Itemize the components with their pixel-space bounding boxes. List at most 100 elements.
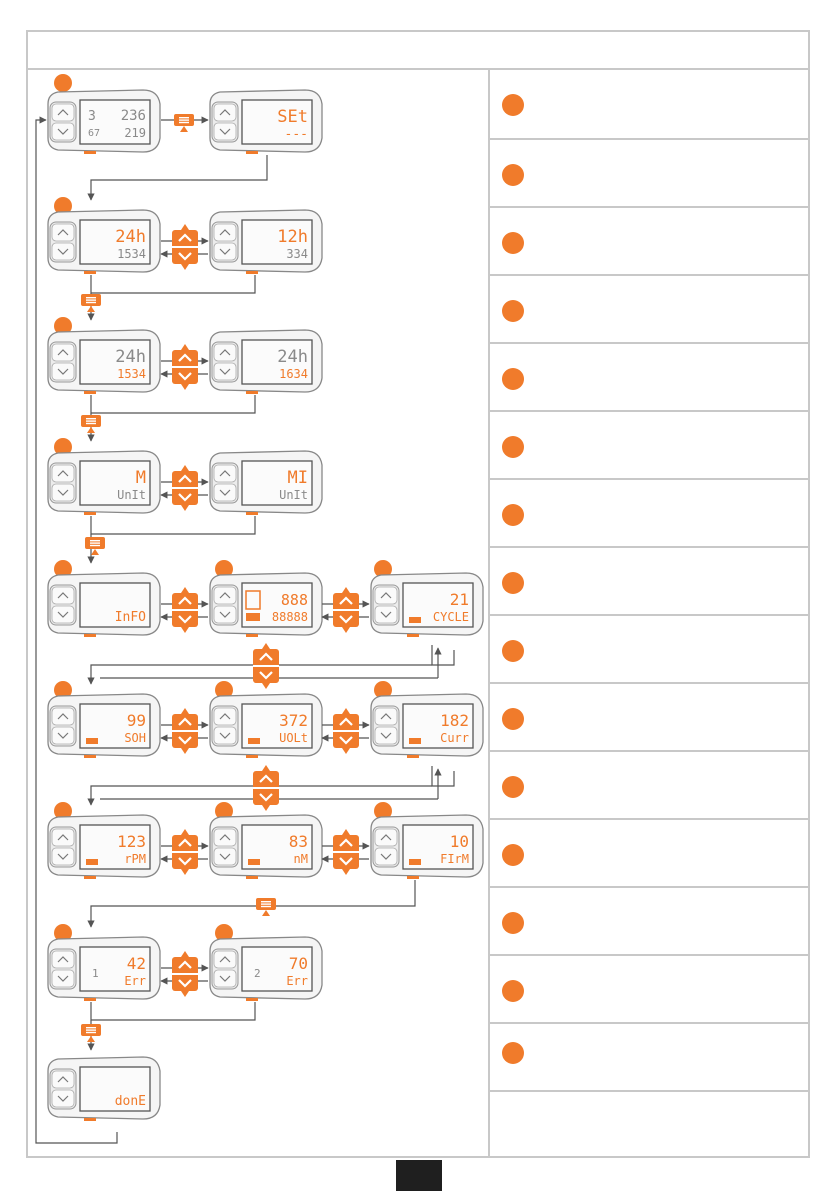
menu-button-icon: [174, 114, 194, 132]
step-bullet-icon: [54, 438, 72, 456]
legend-row-11: [490, 752, 810, 820]
lcd-top-value: 372: [279, 711, 308, 730]
menu-button-icon: [81, 415, 101, 433]
lcd-bottom-value: FIrM: [440, 852, 469, 866]
up-down-buttons-icon: [170, 706, 200, 756]
lcd-top-value: 24h: [115, 347, 146, 367]
lcd-bottom-value: Curr: [440, 731, 469, 745]
menu-button-icon: [256, 898, 276, 916]
lcd-top-value: M: [136, 468, 146, 488]
legend-bullet-icon: [502, 94, 524, 116]
legend-bullet-icon: [502, 912, 524, 934]
lcd-top-value: 888: [281, 591, 308, 609]
step-bullet-icon: [54, 197, 72, 215]
device-screen-15: 123 rPM: [47, 814, 161, 880]
menu-button-icon: [81, 1024, 101, 1042]
device-screen-3: 24h 1534: [47, 209, 161, 275]
legend-row-8: [490, 548, 810, 616]
lcd-top-value: SEt: [277, 107, 308, 127]
lcd-bottom-value: UnIt: [117, 488, 146, 502]
device-screen-14: 182 Curr: [370, 693, 484, 759]
legend-row-9: [490, 616, 810, 684]
up-down-buttons-icon: [331, 585, 361, 635]
device-screen-13: 372 UOLt: [209, 693, 323, 759]
lcd-left-2: 67: [88, 128, 100, 139]
lcd-bottom-value: 219: [124, 126, 146, 140]
step-bullet-icon: [374, 681, 392, 699]
legend-row-10: [490, 684, 810, 752]
lcd-top-value: 182: [440, 711, 469, 730]
step-bullet-icon: [54, 560, 72, 578]
lcd-bottom-value: 1534: [117, 247, 146, 261]
legend-row-7: [490, 480, 810, 548]
device-screen-1: 3 67 236 219: [47, 89, 161, 155]
legend-row-3: [490, 208, 810, 276]
up-down-buttons-icon: [251, 763, 281, 813]
lcd-top-value: 12h: [277, 227, 308, 247]
lcd-left-1: 3: [88, 109, 96, 124]
legend-row-1: [490, 70, 810, 140]
step-bullet-icon: [215, 802, 233, 820]
header-bar: [28, 32, 808, 70]
step-bullet-icon: [54, 924, 72, 942]
menu-button-icon: [81, 294, 101, 312]
lcd-bottom-value: SOH: [124, 731, 146, 745]
legend-bullet-icon: [502, 980, 524, 1002]
lcd-bottom-value: UOLt: [279, 731, 308, 745]
legend-row-4: [490, 276, 810, 344]
up-down-buttons-icon: [170, 949, 200, 999]
column-divider: [488, 70, 490, 1158]
lcd-bottom-value: 334: [286, 247, 308, 261]
up-down-buttons-icon: [170, 222, 200, 272]
device-screen-19: 2 70 Err: [209, 936, 323, 1002]
device-screen-12: 99 SOH: [47, 693, 161, 759]
device-screen-20: donE: [47, 1056, 161, 1122]
up-down-buttons-icon: [170, 463, 200, 513]
step-bullet-icon: [215, 681, 233, 699]
legend-bullet-icon: [502, 708, 524, 730]
device-screen-10: 888 88888: [209, 572, 323, 638]
legend-bullet-icon: [502, 572, 524, 594]
lcd-top-value: 83: [289, 832, 308, 851]
legend-row-13: [490, 888, 810, 956]
step-bullet-icon: [54, 802, 72, 820]
lcd-top-value: 236: [121, 108, 146, 124]
device-screen-9: InFO: [47, 572, 161, 638]
device-screen-7: M UnIt: [47, 450, 161, 516]
legend-row-15: [490, 1024, 810, 1092]
lcd-bottom-value: 1634: [279, 367, 308, 381]
lcd-top-value: 10: [450, 832, 469, 851]
legend-row-5: [490, 344, 810, 412]
lcd-bottom-value: InFO: [115, 610, 146, 625]
legend-bullet-icon: [502, 776, 524, 798]
step-bullet-icon: [374, 802, 392, 820]
page-number-tab: [396, 1160, 442, 1191]
legend-row-12: [490, 820, 810, 888]
lcd-top-value: MI: [288, 468, 308, 488]
lcd-top-value: 21: [450, 590, 469, 609]
legend-row-14: [490, 956, 810, 1024]
step-bullet-icon: [54, 74, 72, 92]
legend-bullet-icon: [502, 640, 524, 662]
legend-bullet-icon: [502, 164, 524, 186]
legend-bullet-icon: [502, 844, 524, 866]
device-screen-2: SEt ---: [209, 89, 323, 155]
device-screen-16: 83 nM: [209, 814, 323, 880]
lcd-left-value: 2: [254, 967, 261, 980]
up-down-buttons-icon: [331, 827, 361, 877]
legend-row-2: [490, 140, 810, 208]
legend-bullet-icon: [502, 300, 524, 322]
page-frame: [26, 30, 810, 1158]
lcd-top-value: 99: [127, 711, 146, 730]
legend-bullet-icon: [502, 232, 524, 254]
menu-button-icon: [85, 537, 105, 555]
device-screen-6: 24h 1634: [209, 329, 323, 395]
up-down-buttons-icon: [170, 342, 200, 392]
lcd-top-value: 24h: [115, 227, 146, 247]
legend-bullet-icon: [502, 1042, 524, 1064]
step-bullet-icon: [215, 560, 233, 578]
lcd-bottom-value: ---: [285, 127, 308, 142]
device-screen-18: 1 42 Err: [47, 936, 161, 1002]
legend-bullet-icon: [502, 504, 524, 526]
